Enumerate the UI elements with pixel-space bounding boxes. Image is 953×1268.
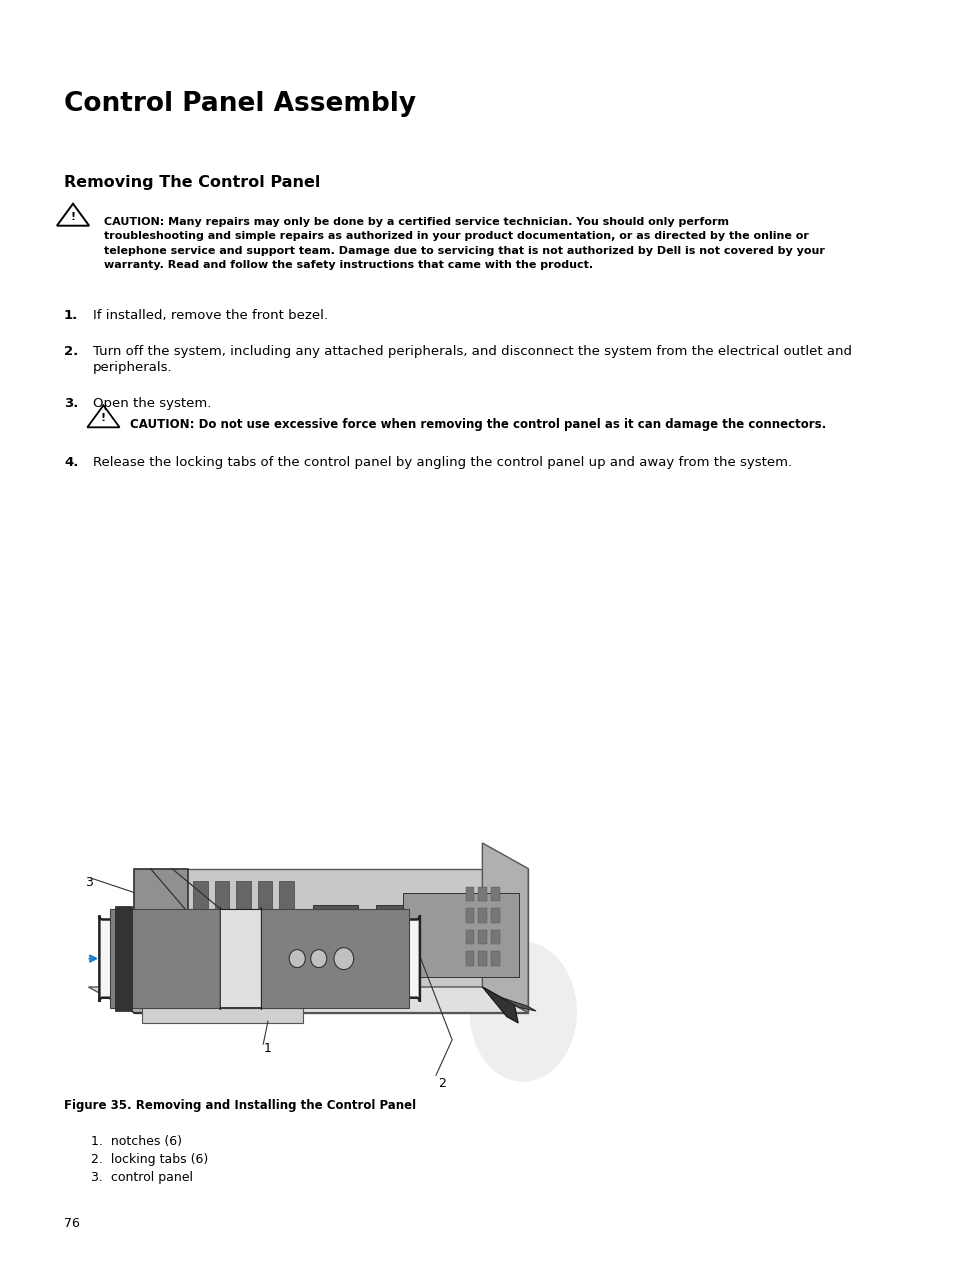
Text: 76: 76 [64,1217,80,1230]
Polygon shape [313,904,357,965]
Text: If installed, remove the front bezel.: If installed, remove the front bezel. [92,309,328,322]
Text: 1: 1 [263,1042,271,1055]
Polygon shape [157,917,167,941]
Ellipse shape [469,942,577,1082]
Text: Open the system.: Open the system. [92,397,211,410]
Text: Figure 35. Removing and Installing the Control Panel: Figure 35. Removing and Installing the C… [64,1099,416,1112]
Polygon shape [465,908,474,923]
Text: Release the locking tabs of the control panel by angling the control panel up an: Release the locking tabs of the control … [92,456,791,469]
Polygon shape [465,951,474,966]
Text: troubleshooting and simple repairs as authorized in your product documentation, : troubleshooting and simple repairs as au… [104,231,808,241]
Bar [115,907,132,1011]
Text: CAUTION: Do not use excessive force when removing the control panel as it can da: CAUTION: Do not use excessive force when… [131,418,825,431]
Polygon shape [214,880,229,928]
Text: peripherals.: peripherals. [92,361,172,374]
Text: Removing The Control Panel: Removing The Control Panel [64,175,320,190]
FancyBboxPatch shape [99,915,419,1002]
Text: 3.: 3. [64,397,78,410]
FancyBboxPatch shape [220,908,261,1009]
Polygon shape [490,929,499,945]
Polygon shape [116,1002,188,1013]
Polygon shape [490,886,499,902]
Polygon shape [134,869,188,1013]
Text: 3.  control panel: 3. control panel [91,1170,193,1184]
Circle shape [334,947,354,970]
Polygon shape [134,869,528,1013]
Text: !: ! [71,212,75,222]
Polygon shape [142,987,335,1006]
Polygon shape [236,880,251,928]
Text: Turn off the system, including any attached peripherals, and disconnect the syst: Turn off the system, including any attac… [92,345,851,358]
Circle shape [289,950,305,967]
Polygon shape [477,951,487,966]
Polygon shape [375,904,420,965]
Polygon shape [490,908,499,923]
Text: 2: 2 [437,1078,445,1090]
Text: 1.  notches (6): 1. notches (6) [91,1135,182,1148]
Polygon shape [465,929,474,945]
Polygon shape [139,917,149,941]
Polygon shape [279,880,294,928]
Polygon shape [89,987,528,1013]
Polygon shape [402,893,518,976]
Text: 1.: 1. [64,309,78,322]
Bar [110,909,409,1008]
Polygon shape [477,929,487,945]
Text: 2.  locking tabs (6): 2. locking tabs (6) [91,1153,208,1165]
Polygon shape [257,880,272,928]
Text: Control Panel Assembly: Control Panel Assembly [64,91,416,118]
Polygon shape [193,880,208,928]
Polygon shape [490,951,499,966]
Text: 3: 3 [85,876,92,889]
Polygon shape [465,886,474,902]
Polygon shape [477,908,487,923]
Text: 4.: 4. [64,456,78,469]
Polygon shape [477,886,487,902]
Text: warranty. Read and follow the safety instructions that came with the product.: warranty. Read and follow the safety ins… [104,260,593,270]
Polygon shape [142,987,303,1023]
Polygon shape [482,987,517,1023]
Circle shape [311,950,327,967]
Text: CAUTION: Many repairs may only be done by a certified service technician. You sh: CAUTION: Many repairs may only be done b… [104,217,729,227]
Polygon shape [500,997,536,1011]
Text: !: ! [101,413,106,424]
Text: telephone service and support team. Damage due to servicing that is not authoriz: telephone service and support team. Dama… [104,246,824,256]
Polygon shape [482,843,528,1013]
Text: 2.: 2. [64,345,78,358]
